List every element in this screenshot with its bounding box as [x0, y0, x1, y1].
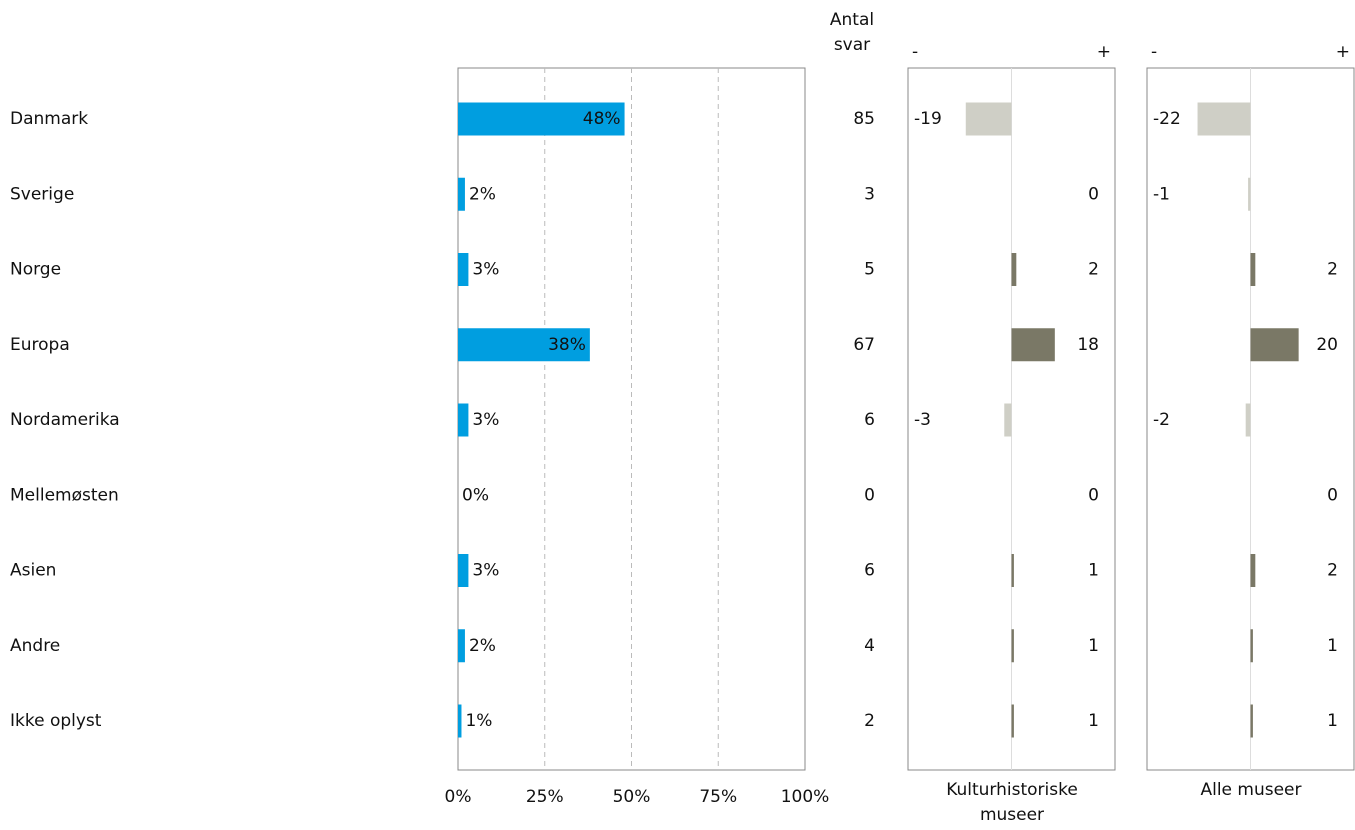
value-label: 2: [1088, 260, 1099, 280]
value-label: 0: [1327, 485, 1338, 505]
value-label: 0: [1088, 184, 1099, 204]
value-label: 2: [1327, 561, 1338, 581]
value-label: 20: [1316, 335, 1338, 355]
value-label: 38%: [548, 335, 586, 355]
bar: [965, 102, 1012, 136]
x-tick-label: 75%: [699, 787, 737, 807]
count-label: 6: [864, 410, 875, 430]
bar: [1245, 403, 1251, 437]
bar: [1248, 177, 1251, 211]
bar: [458, 704, 462, 738]
value-label: 3%: [472, 260, 499, 280]
bar: [1250, 704, 1253, 738]
value-label: 0%: [462, 485, 489, 505]
bar: [1011, 554, 1014, 587]
x-tick-label: 25%: [526, 787, 564, 807]
category-label: Europa: [10, 335, 70, 355]
value-label: 1: [1088, 711, 1099, 731]
x-axis-label: Alle museer: [1200, 780, 1302, 800]
positive-label: +: [1097, 42, 1111, 62]
count-label: 2: [864, 711, 875, 731]
bar: [458, 554, 469, 587]
value-label: 18: [1077, 335, 1099, 355]
bar: [1011, 328, 1055, 362]
bar: [458, 328, 590, 362]
bar: [1011, 253, 1017, 286]
bar: [1250, 328, 1299, 362]
category-label: Mellemøsten: [10, 485, 119, 505]
x-tick-label: 50%: [613, 787, 651, 807]
category-label: Ikke oplyst: [10, 711, 102, 731]
bar: [1250, 253, 1256, 286]
x-tick-label: 0%: [445, 787, 472, 807]
negative-label: -: [1151, 42, 1157, 62]
value-label: 2%: [469, 636, 496, 656]
category-label: Norge: [10, 260, 61, 280]
value-label: -19: [914, 109, 942, 129]
count-label: 5: [864, 260, 875, 280]
bar: [458, 629, 465, 663]
value-label: 3%: [472, 410, 499, 430]
category-label: Andre: [10, 636, 60, 656]
bar: [1011, 629, 1014, 663]
positive-label: +: [1336, 42, 1350, 62]
category-label: Danmark: [10, 109, 88, 129]
value-label: 48%: [583, 109, 621, 129]
bar: [1004, 403, 1012, 437]
negative-label: -: [912, 42, 918, 62]
count-label: 0: [864, 485, 875, 505]
value-label: 0: [1088, 485, 1099, 505]
value-label: 1: [1327, 636, 1338, 656]
bar: [458, 253, 469, 286]
x-axis-label: Kulturhistoriske museer: [946, 780, 1078, 825]
value-label: 2: [1327, 260, 1338, 280]
value-label: -1: [1153, 184, 1170, 204]
count-label: 67: [853, 335, 875, 355]
bar: [1250, 554, 1256, 587]
value-label: -22: [1153, 109, 1181, 129]
value-label: 1: [1088, 561, 1099, 581]
bar: [1250, 629, 1253, 663]
bar: [458, 403, 469, 437]
value-label: 3%: [472, 561, 499, 581]
counts-title: Antal svar: [829, 10, 875, 55]
count-label: 3: [864, 184, 875, 204]
category-label: Nordamerika: [10, 410, 120, 430]
value-label: 1: [1327, 711, 1338, 731]
value-label: -3: [914, 410, 931, 430]
category-label: Asien: [10, 561, 56, 581]
bar: [458, 102, 625, 136]
value-label: 1%: [465, 711, 492, 731]
bar: [458, 177, 465, 211]
x-tick-label: 100%: [781, 787, 830, 807]
value-label: 2%: [469, 184, 496, 204]
value-label: -2: [1153, 410, 1170, 430]
bar: [1011, 704, 1014, 738]
value-label: 1: [1088, 636, 1099, 656]
count-label: 4: [864, 636, 875, 656]
count-label: 85: [853, 109, 875, 129]
bar: [1197, 102, 1251, 136]
category-label: Sverige: [10, 184, 74, 204]
count-label: 6: [864, 561, 875, 581]
